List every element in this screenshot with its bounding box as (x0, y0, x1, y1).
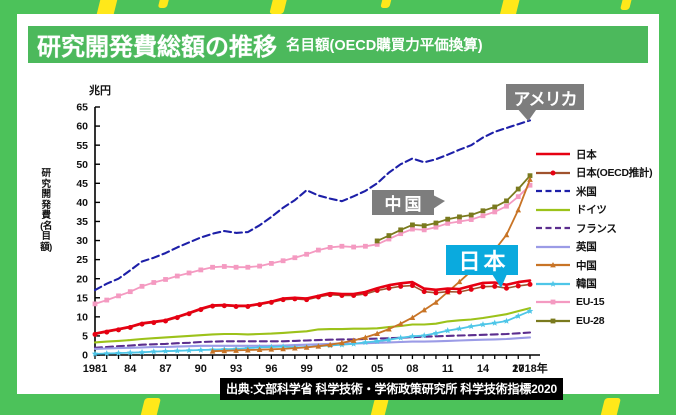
legend-item-10[interactable]: EU-28 (535, 312, 653, 331)
legend-key-icon (535, 315, 571, 327)
legend-key-icon (535, 278, 571, 290)
svg-text:55: 55 (76, 140, 88, 152)
series-1 (92, 281, 533, 337)
series-8 (92, 182, 533, 307)
legend-item-1[interactable]: 日本 (535, 145, 653, 164)
svg-text:14: 14 (477, 363, 490, 375)
content-card: 研究開発費総額の推移 名目額(OECD購買力平価換算) 兆円 研究開発費(名目額… (17, 14, 659, 400)
legend-item-label: EU-28 (576, 314, 605, 327)
decor-stripe-top-3 (269, 0, 289, 14)
legend-item-label: 日本 (576, 148, 597, 161)
svg-text:10: 10 (76, 311, 88, 323)
legend-key-icon (535, 167, 571, 179)
legend-item-label: 中国 (576, 259, 597, 272)
series-3 (93, 307, 532, 344)
svg-text:96: 96 (265, 363, 277, 375)
legend-item-4[interactable]: ドイツ (535, 201, 653, 220)
legend-item-7[interactable]: 中国 (535, 256, 653, 275)
legend-item-8[interactable]: 韓国 (535, 275, 653, 294)
legend-item-label: ドイツ (576, 204, 607, 217)
svg-text:0: 0 (82, 350, 88, 362)
svg-text:08: 08 (406, 363, 418, 375)
svg-text:90: 90 (195, 363, 207, 375)
callout-japan: 日本 (446, 245, 518, 288)
legend-item-label: 日本(OECD推計) (576, 167, 653, 180)
svg-text:35: 35 (76, 216, 88, 228)
legend-key-icon (535, 148, 571, 160)
chart-plot-area: 0 5 10 15 20 25 30 35 40 45 50 55 60 65 1981 84 87 90 93 96… (17, 14, 659, 394)
series-9 (374, 173, 533, 244)
legend-item-3[interactable]: 米国 (535, 182, 653, 201)
svg-text:60: 60 (76, 121, 88, 133)
title-bar: 研究開発費総額の推移 名目額(OECD購買力平価換算) (28, 26, 648, 63)
legend-item-2[interactable]: 日本(OECD推計) (535, 164, 653, 183)
callout-china: 中国 (372, 190, 445, 215)
series-7 (91, 307, 534, 357)
y-axis-unit-label: 兆円 (89, 85, 111, 97)
svg-text:45: 45 (76, 178, 88, 190)
svg-text:15: 15 (76, 292, 88, 304)
svg-text:84: 84 (124, 363, 137, 375)
source-citation: 出典:文部科学省 科学技術・学術政策研究所 科学技術指標2020 (220, 378, 563, 400)
svg-text:87: 87 (159, 363, 171, 375)
decor-stripe-bottom-1 (139, 398, 161, 415)
series-4 (93, 331, 532, 349)
svg-text:11: 11 (442, 363, 454, 375)
page-subtitle: 名目額(OECD購買力平価換算) (286, 37, 483, 54)
svg-text:25: 25 (76, 254, 88, 266)
legend-key-icon (535, 259, 571, 271)
series-2 (93, 119, 532, 292)
callout-china-label: 中国 (384, 195, 425, 214)
series-0 (93, 279, 532, 335)
svg-text:02: 02 (336, 363, 348, 375)
legend-item-label: 米国 (576, 185, 597, 198)
svg-text:30: 30 (76, 235, 88, 247)
legend-item-label: フランス (576, 222, 617, 235)
legend-key-icon (535, 222, 571, 234)
svg-text:65: 65 (76, 102, 88, 114)
legend-item-label: EU-15 (576, 296, 605, 309)
legend-item-5[interactable]: フランス (535, 219, 653, 238)
decor-stripe-top-2 (157, 0, 172, 8)
decor-stripe-top-4 (380, 0, 393, 8)
callout-america: アメリカ (506, 84, 584, 110)
svg-text:05: 05 (371, 363, 383, 375)
legend-item-label: 韓国 (576, 278, 597, 291)
chart-legend: 日本日本(OECD推計) 米国ドイツフランス英国中国韓国 EU-15 EU-28 (535, 145, 653, 330)
svg-text:40: 40 (76, 197, 88, 209)
svg-text:2018年: 2018年 (512, 361, 547, 375)
svg-text:99: 99 (300, 363, 312, 375)
legend-key-icon (535, 296, 571, 308)
series-5 (93, 336, 532, 350)
callout-japan-label: 日本 (458, 249, 509, 274)
legend-item-label: 英国 (576, 241, 597, 254)
page-title: 研究開発費総額の推移 (37, 34, 277, 61)
callout-america-label: アメリカ (513, 89, 577, 109)
svg-text:5: 5 (82, 331, 88, 343)
legend-item-9[interactable]: EU-15 (535, 293, 653, 312)
decor-stripe-top-6 (620, 0, 633, 10)
decor-stripe-bottom-2 (369, 398, 389, 415)
legend-item-6[interactable]: 英国 (535, 238, 653, 257)
svg-text:1981: 1981 (83, 363, 107, 375)
svg-text:50: 50 (76, 159, 88, 171)
decor-stripe-bottom-3 (599, 398, 621, 415)
svg-text:20: 20 (76, 273, 88, 285)
svg-text:17: 17 (512, 363, 524, 375)
legend-key-icon (535, 185, 571, 197)
legend-key-icon (535, 204, 571, 216)
legend-key-icon (535, 241, 571, 253)
y-axis-title: 研究開発費(名目額) (40, 168, 52, 253)
svg-text:93: 93 (230, 363, 242, 375)
